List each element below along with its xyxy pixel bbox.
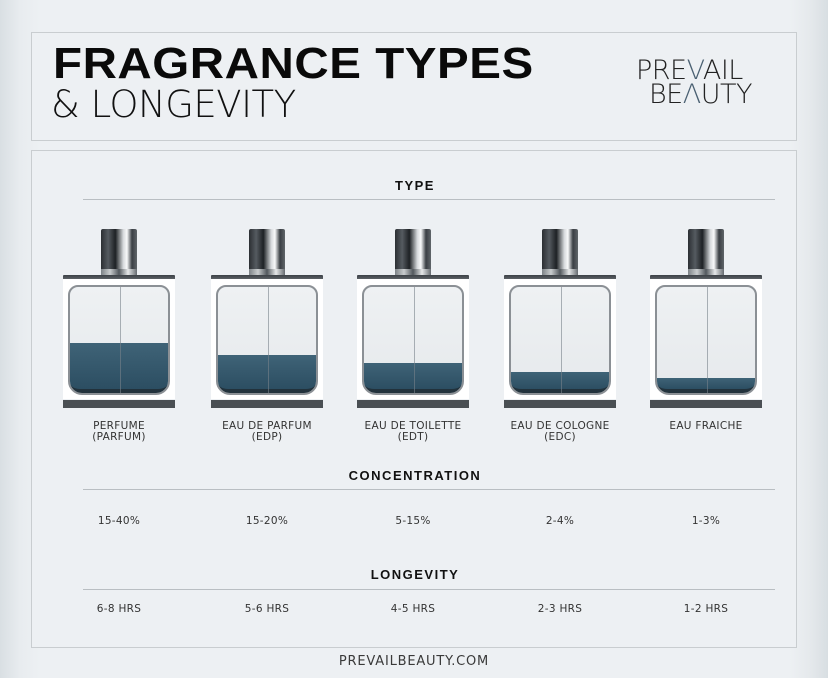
bottle-body — [211, 279, 323, 399]
bottle-glass — [216, 285, 318, 395]
type-name: EAU DE COLOGNE — [510, 420, 610, 432]
bottle-base — [357, 400, 469, 408]
divider — [83, 589, 775, 590]
type-name: PERFUME — [93, 420, 145, 432]
fragrance-type-label: EAU DE COLOGNE (EDC) — [490, 421, 630, 443]
type-name: EAU DE TOILETTE — [364, 420, 462, 432]
spray-tube — [120, 287, 121, 393]
bottle-cap-band — [688, 269, 724, 277]
bottle-base — [504, 400, 616, 408]
type-abbreviation: (EDC) — [544, 431, 576, 443]
type-abbreviation: (EDP) — [251, 431, 283, 443]
spray-tube — [414, 287, 415, 393]
title-subtitle: & LONGEVITY — [51, 83, 296, 126]
divider — [83, 489, 775, 490]
bottle-glass — [509, 285, 611, 395]
type-abbreviation: (EDT) — [397, 431, 429, 443]
spray-tube — [268, 287, 269, 393]
bottle-body — [63, 279, 175, 399]
perfume-bottle-icon — [211, 229, 323, 409]
liquid-level — [70, 343, 168, 393]
fragrance-type-label: EAU DE TOILETTE (EDT) — [343, 421, 483, 443]
header-panel: FRAGRANCE TYPES & LONGEVITY PREVAIL BEΛU… — [31, 32, 797, 141]
longevity-value: 5-6 HRS — [244, 603, 290, 615]
logo-text: AIL — [702, 55, 743, 86]
spray-tube — [707, 287, 708, 393]
logo-accent: Λ — [682, 79, 701, 110]
fragrance-type-label: EAU DE PARFUM (EDP) — [197, 421, 337, 443]
main-panel: TYPE PERFUME (PARFUM) EAU DE PARFUM (EDP) EA… — [31, 150, 797, 648]
bottle-glass — [362, 285, 464, 395]
concentration-value: 1-3% — [691, 515, 721, 527]
type-name: EAU DE PARFUM — [222, 420, 312, 432]
bottle-body — [357, 279, 469, 399]
bottle-base — [63, 400, 175, 408]
longevity-value: 1-2 HRS — [683, 603, 729, 615]
footer-url: PREVAILBEAUTY.COM — [338, 654, 490, 669]
bottle-glass — [655, 285, 757, 395]
concentration-value: 15-40% — [97, 515, 141, 527]
perfume-bottle-icon — [357, 229, 469, 409]
concentration-value: 2-4% — [545, 515, 575, 527]
logo-text: PRE — [636, 55, 687, 86]
fragrance-type-label: EAU FRAICHE — [636, 421, 776, 432]
liquid-level — [218, 354, 316, 393]
concentration-value: 15-20% — [245, 515, 289, 527]
bottle-cap-band — [101, 269, 137, 277]
section-heading-longevity: LONGEVITY — [370, 567, 460, 582]
liquid-level — [511, 371, 609, 393]
logo-text: UTY — [700, 79, 753, 110]
spray-tube — [561, 287, 562, 393]
longevity-value: 4-5 HRS — [390, 603, 436, 615]
bottle-base — [211, 400, 323, 408]
bottle-cap-band — [395, 269, 431, 277]
logo-text: BE — [649, 79, 683, 110]
type-abbreviation: (PARFUM) — [92, 431, 146, 443]
divider — [83, 199, 775, 200]
bottle-cap-band — [542, 269, 578, 277]
longevity-value: 6-8 HRS — [96, 603, 142, 615]
perfume-bottle-icon — [650, 229, 762, 409]
section-heading-type: TYPE — [395, 178, 435, 193]
liquid-level — [364, 363, 462, 393]
concentration-value: 5-15% — [395, 515, 431, 527]
bottle-body — [504, 279, 616, 399]
bottle-glass — [68, 285, 170, 395]
brand-logo: PREVAIL BEΛUTY — [636, 57, 786, 110]
title-main: FRAGRANCE TYPES — [53, 39, 534, 88]
bottle-cap-band — [249, 269, 285, 277]
perfume-bottle-icon — [63, 229, 175, 409]
longevity-value: 2-3 HRS — [537, 603, 583, 615]
bottle-base — [650, 400, 762, 408]
perfume-bottle-icon — [504, 229, 616, 409]
section-heading-concentration: CONCENTRATION — [348, 468, 482, 483]
bottle-body — [650, 279, 762, 399]
type-name: EAU FRAICHE — [669, 420, 743, 432]
liquid-level — [657, 378, 755, 393]
fragrance-type-label: PERFUME (PARFUM) — [49, 421, 189, 443]
logo-accent: V — [686, 55, 704, 86]
